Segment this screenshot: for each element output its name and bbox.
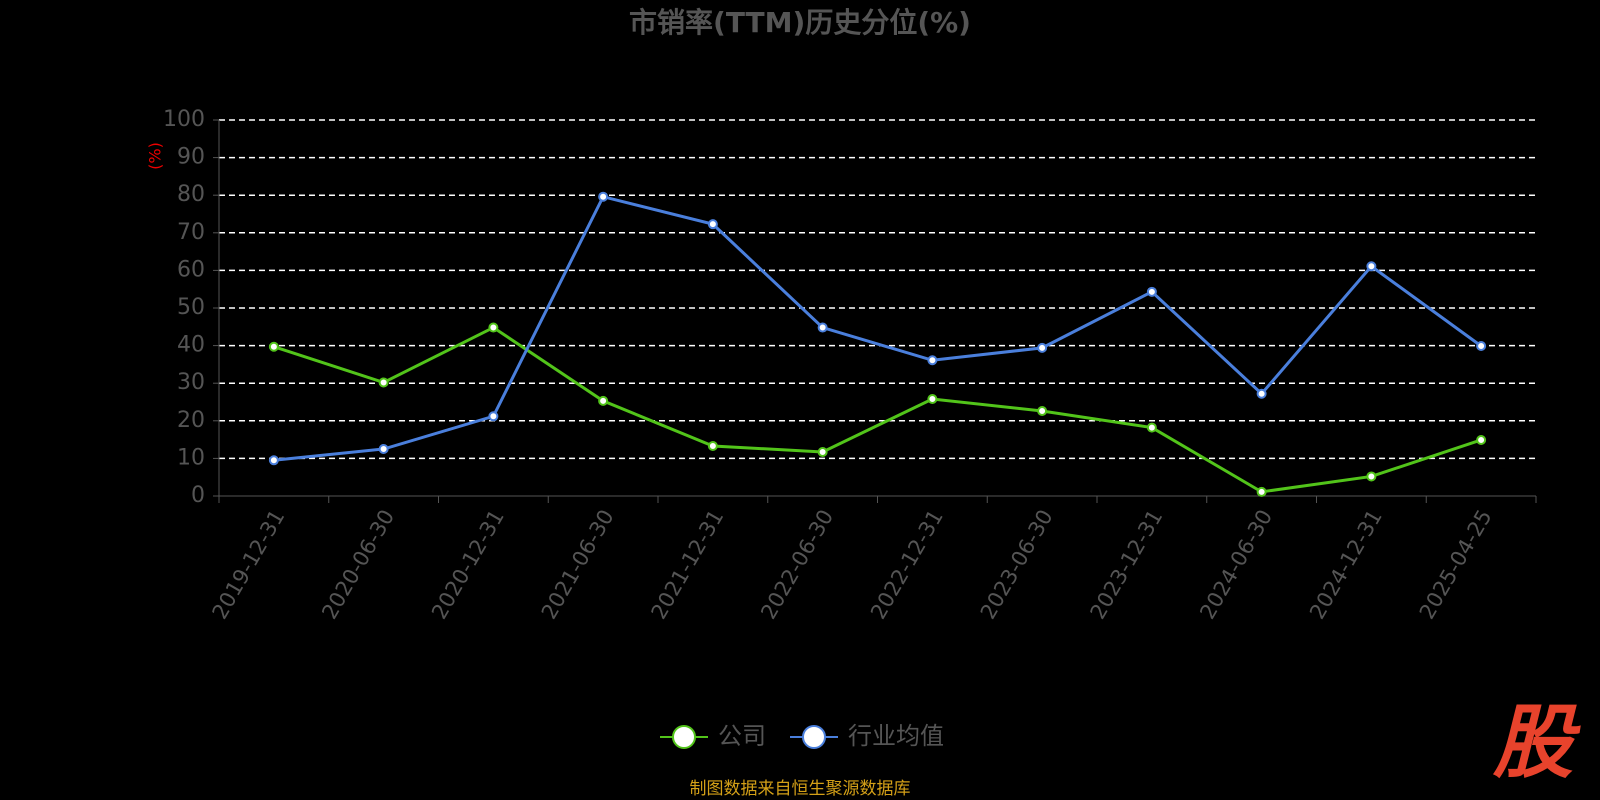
- y-tick-label: 80: [177, 182, 205, 207]
- y-tick-label: 30: [177, 370, 205, 395]
- series-line: [273, 194, 1483, 462]
- y-tick-label: 60: [177, 257, 205, 282]
- y-tick-label: 90: [177, 145, 205, 170]
- data-point: [1146, 286, 1157, 297]
- y-axis-label: (%): [146, 142, 165, 170]
- source-note: 制图数据来自恒生聚源数据库: [690, 779, 911, 799]
- data-point: [1037, 342, 1048, 353]
- legend-marker: [802, 725, 826, 749]
- data-point: [817, 322, 828, 333]
- y-tick-label: 100: [163, 107, 205, 132]
- data-point: [598, 191, 609, 202]
- data-point: [927, 393, 938, 404]
- data-point: [268, 455, 279, 466]
- legend-marker: [672, 725, 696, 749]
- chart-title: 市销率(TTM)历史分位(%): [629, 6, 971, 39]
- data-point: [817, 447, 828, 458]
- y-tick-label: 50: [177, 295, 205, 320]
- data-point: [1256, 486, 1267, 497]
- data-point: [1146, 422, 1157, 433]
- data-point: [378, 444, 389, 454]
- data-point: [598, 395, 609, 406]
- legend-label: 公司: [718, 722, 766, 750]
- data-point: [378, 377, 389, 388]
- data-point: [1037, 406, 1048, 417]
- data-point: [1366, 261, 1377, 272]
- y-tick-label: 40: [177, 333, 205, 358]
- legend-label: 行业均值: [848, 722, 944, 750]
- y-tick-label: 70: [177, 220, 205, 245]
- watermark-logo: 股: [1492, 696, 1581, 789]
- data-point: [268, 341, 279, 352]
- data-point: [488, 411, 499, 422]
- data-point: [1256, 388, 1267, 399]
- y-tick-label: 20: [177, 408, 205, 433]
- data-point: [707, 440, 718, 451]
- data-point: [707, 219, 718, 230]
- data-point: [1366, 471, 1377, 482]
- data-point: [488, 322, 499, 333]
- data-point: [1476, 434, 1487, 445]
- data-point: [927, 355, 938, 366]
- y-tick-label: 10: [177, 445, 205, 470]
- series-line: [273, 325, 1482, 494]
- data-point: [1476, 340, 1487, 351]
- y-tick-label: 0: [191, 483, 205, 508]
